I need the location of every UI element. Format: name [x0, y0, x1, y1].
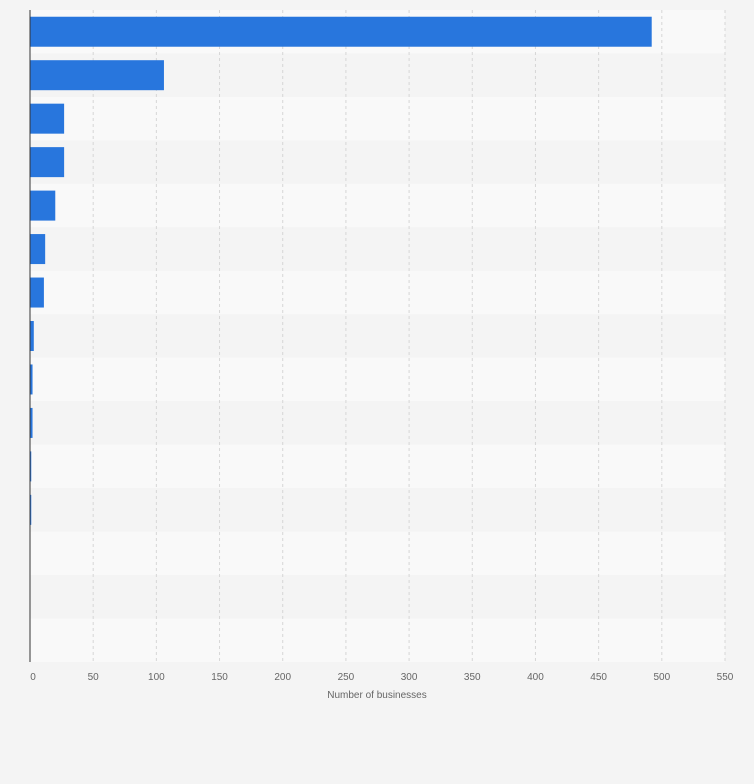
bar — [30, 451, 32, 482]
bar — [30, 364, 33, 395]
bar — [30, 494, 32, 525]
x-axis-ticks: 0 50 100 150 200 250 300 350 400 450 500 550 — [30, 672, 734, 683]
x-tick-label: 150 — [211, 672, 228, 683]
bar — [30, 190, 56, 221]
row-band — [30, 575, 725, 619]
x-tick-label: 300 — [401, 672, 418, 683]
row-band — [30, 401, 725, 445]
row-band — [30, 444, 725, 489]
x-tick-label: 100 — [148, 672, 165, 683]
bar — [30, 60, 164, 91]
row-band — [30, 314, 725, 358]
bar — [30, 16, 652, 47]
row-band — [30, 227, 725, 271]
gridlines — [92, 10, 726, 662]
x-tick-label: 350 — [464, 672, 481, 683]
x-tick-label: 50 — [88, 672, 100, 683]
bar — [30, 234, 46, 265]
row-band — [30, 270, 725, 315]
row-band — [30, 618, 725, 662]
row-band — [30, 96, 725, 141]
bar — [30, 407, 33, 438]
bar — [30, 277, 44, 308]
row-bands — [30, 10, 725, 662]
bar — [30, 103, 65, 134]
x-tick-label: 500 — [653, 672, 670, 683]
row-band — [30, 531, 725, 576]
bar — [30, 321, 34, 351]
row-band — [30, 183, 725, 228]
row-band — [30, 488, 725, 532]
x-tick-label: 450 — [590, 672, 607, 683]
x-tick-label: 250 — [338, 672, 355, 683]
row-band — [30, 140, 725, 184]
x-axis-label: Number of businesses — [327, 690, 427, 701]
x-tick-label: 0 — [30, 672, 36, 683]
x-tick-label: 400 — [527, 672, 544, 683]
bars — [30, 16, 652, 525]
x-tick-label: 200 — [274, 672, 291, 683]
row-band — [30, 357, 725, 402]
x-tick-label: 550 — [717, 672, 734, 683]
bar — [30, 147, 65, 178]
